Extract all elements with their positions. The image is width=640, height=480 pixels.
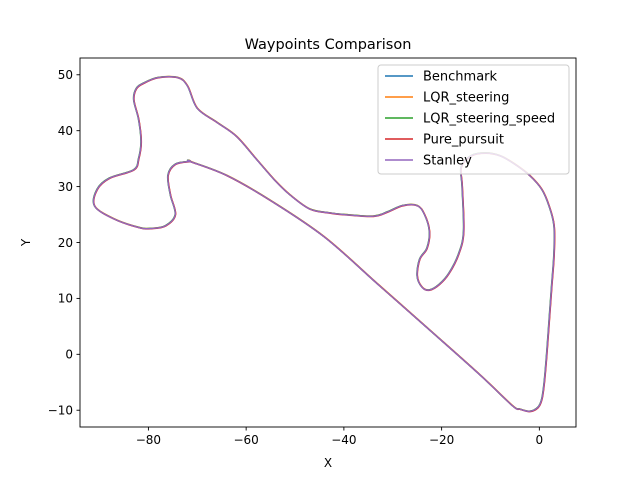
x-tick-label: −60	[233, 433, 258, 447]
series-traces	[92, 75, 556, 413]
legend-entry-label: LQR_steering	[423, 91, 509, 106]
y-tick-label: 50	[58, 68, 73, 82]
legend-entry-label: Pure_pursuit	[423, 133, 504, 148]
x-tick-label: 0	[536, 433, 544, 447]
legend: Benchmark LQR_steering LQR_steering_speed P…	[377, 64, 570, 175]
chart-title: Waypoints Comparison	[245, 37, 412, 53]
x-tick-label: −20	[429, 433, 454, 447]
legend-entry-label: Stanley	[423, 154, 472, 169]
x-tick-label: −80	[136, 433, 161, 447]
x-axis-ticks: −80 −60 −40 −20 0	[136, 427, 543, 447]
x-tick-label: −40	[331, 433, 356, 447]
y-axis-ticks: −10 0 10 20 30 40 50	[48, 68, 80, 418]
y-axis-label: Y	[19, 238, 33, 247]
y-tick-label: 10	[58, 292, 73, 306]
y-tick-label: 20	[58, 236, 73, 250]
series-line-stanley	[92, 75, 556, 413]
legend-entry-label: LQR_steering_speed	[423, 112, 555, 127]
y-tick-label: −10	[48, 404, 73, 418]
y-tick-label: 30	[58, 180, 73, 194]
y-tick-label: 0	[65, 348, 73, 362]
y-tick-label: 40	[58, 124, 73, 138]
x-axis-label: X	[324, 456, 332, 470]
legend-frame	[377, 64, 570, 175]
legend-entry-label: Benchmark	[423, 70, 498, 85]
